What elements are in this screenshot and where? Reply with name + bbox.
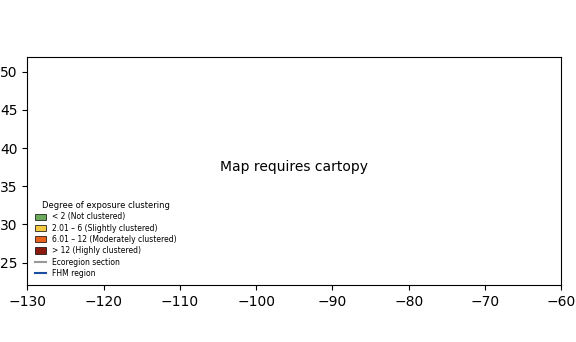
Text: Map requires cartopy: Map requires cartopy bbox=[220, 160, 368, 174]
Legend: < 2 (Not clustered), 2.01 – 6 (Slightly clustered), 6.01 – 12 (Moderately cluste: < 2 (Not clustered), 2.01 – 6 (Slightly … bbox=[31, 197, 181, 282]
